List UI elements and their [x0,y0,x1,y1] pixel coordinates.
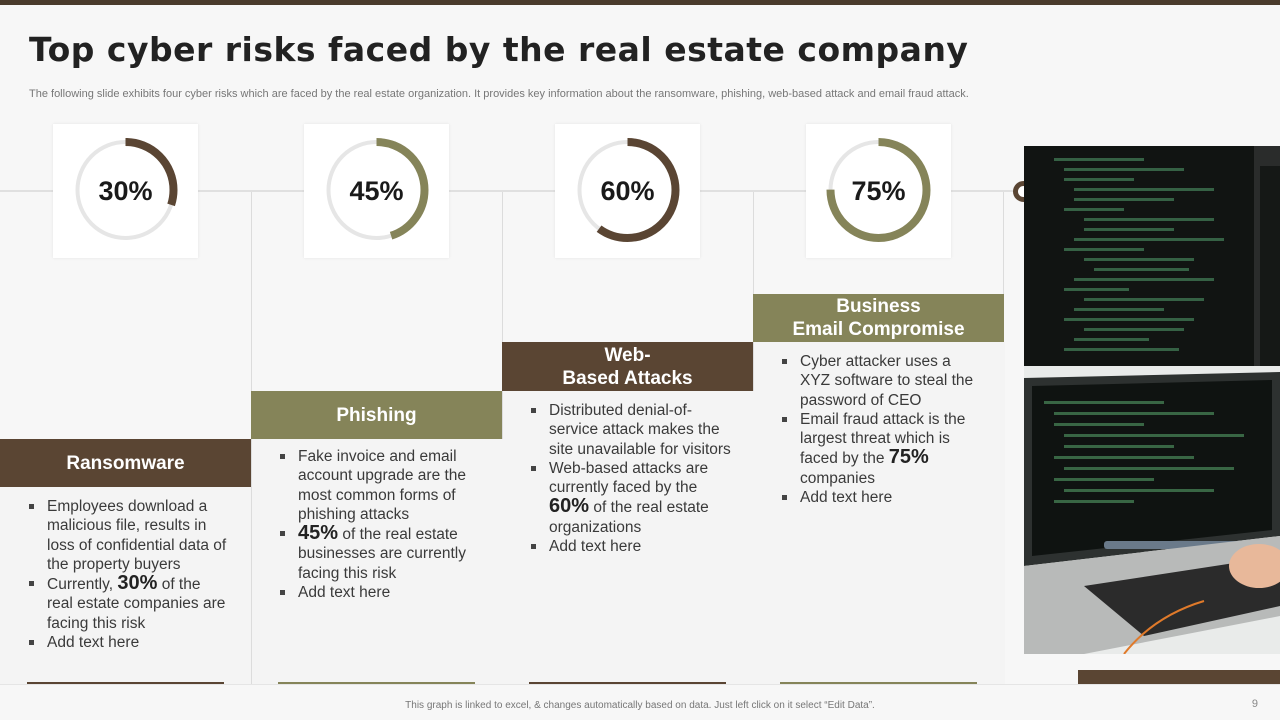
page-number: 9 [1251,698,1258,710]
donut-chart-ransomware [73,138,178,242]
bullet-list: Employees download a malicious file, res… [28,497,228,652]
bullet-item: Add text here [530,537,732,556]
donut-arc [575,138,680,242]
step-body-phishing: Fake invoice and email account upgrade a… [252,439,503,685]
donut-value: 75% [851,176,906,206]
donut-card-web-attacks: 60% [555,124,700,258]
donut-arc [73,138,178,242]
bullet-item: Employees download a malicious file, res… [28,497,228,574]
bullet-item: Fake invoice and email account upgrade a… [279,447,479,524]
bullet-item: Add text here [28,633,228,652]
step-header-email-compromise: Business Email Compromise [753,294,1004,342]
bullet-item: Web-based attacks are currently faced by… [530,459,732,537]
donut-chart-email-compromise [826,138,931,242]
bottom-accent-bar [780,682,977,685]
bullet-item: Distributed denial-of-service attack mak… [530,401,732,459]
photo-accent-bar [1078,670,1280,684]
laptop-photo-illustration [1024,146,1280,654]
donut-value: 45% [349,176,404,206]
step-header-phishing: Phishing [251,391,502,439]
donut-arc [324,138,429,242]
bottom-accent-bar [27,682,224,685]
donut-card-ransomware: 30% [53,124,198,258]
top-accent-bar [0,0,1280,5]
bullet-item: Add text here [781,488,981,507]
footer-divider [0,684,1280,685]
step-body-email-compromise: Cyber attacker uses a XYZ software to st… [754,342,1005,685]
step-header-web-attacks: Web- Based Attacks [502,342,753,391]
slide-subtitle: The following slide exhibits four cyber … [29,88,969,100]
column-divider [502,192,503,685]
step-body-ransomware: Employees download a malicious file, res… [0,487,251,685]
donut-chart-web-attacks [575,138,680,242]
donut-card-phishing: 45% [304,124,449,258]
donut-arc [826,138,931,242]
laptop-code-photo [1024,146,1280,654]
bullet-item: Cyber attacker uses a XYZ software to st… [781,352,981,410]
bullet-item: Add text here [279,583,479,602]
footer-note: This graph is linked to excel, & changes… [405,700,875,711]
bottom-accent-bar [278,682,475,685]
donut-value: 60% [600,176,655,206]
step-body-web-attacks: Distributed denial-of-service attack mak… [503,391,754,685]
bullet-item: 45% of the real estate businesses are cu… [279,523,479,583]
bullet-list: Cyber attacker uses a XYZ software to st… [781,352,981,507]
bullet-list: Distributed denial-of-service attack mak… [530,401,732,556]
bullet-item: Email fraud attack is the largest threat… [781,410,981,488]
bullet-list: Fake invoice and email account upgrade a… [279,447,479,602]
step-header-ransomware: Ransomware [0,439,251,487]
slide-title: Top cyber risks faced by the real estate… [29,30,969,69]
bullet-item: Currently, 30% of the real estate compan… [28,573,228,633]
donut-card-email-compromise: 75% [806,124,951,258]
donut-chart-phishing [324,138,429,242]
timeline-line [0,190,1020,192]
bottom-accent-bar [529,682,726,685]
donut-value: 30% [98,176,153,206]
